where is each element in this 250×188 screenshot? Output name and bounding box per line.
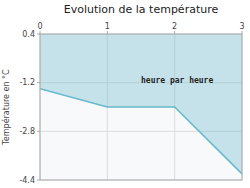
tick-label-x: 1 (105, 22, 110, 31)
data-layer (40, 34, 242, 174)
tick-label-y: -4.4 (19, 176, 35, 185)
plot-frame (40, 34, 242, 180)
grid (40, 34, 242, 180)
tick-x (107, 31, 108, 34)
tick-x (174, 31, 175, 34)
tick-label-x: 3 (239, 22, 244, 31)
tick-label-y: -1.2 (19, 78, 35, 87)
chart-container: 0.4 -1.2 -2.8 -4.4 0 1 2 3 Evolution de la tempé… (0, 0, 250, 188)
line (40, 89, 242, 174)
tick-label-x: 2 (172, 22, 177, 31)
tick-x (242, 31, 243, 34)
tick-y (37, 82, 40, 83)
y-axis-label: Température en °C (1, 69, 11, 146)
chart: 0.4 -1.2 -2.8 -4.4 0 1 2 3 Evolution de la tempé… (0, 0, 250, 188)
axes: 0.4 -1.2 -2.8 -4.4 0 1 2 3 (19, 22, 244, 185)
tick-label-y: -2.8 (19, 127, 35, 136)
tick-label-y: 0.4 (22, 30, 35, 39)
area (40, 34, 242, 174)
annotation: heure par heure (141, 76, 213, 85)
tick-x (40, 31, 41, 34)
tick-label-x: 0 (37, 22, 42, 31)
tick-y (37, 131, 40, 132)
title: Evolution de la température (64, 3, 219, 16)
plot-background (40, 34, 242, 180)
tick-y (37, 180, 40, 181)
